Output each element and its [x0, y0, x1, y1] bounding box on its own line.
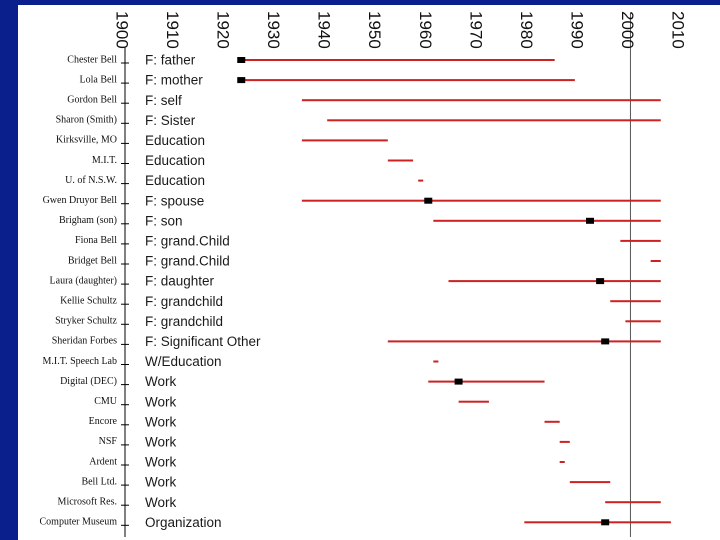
row-name-label: U. of N.S.W. [65, 175, 117, 186]
row-name-label: Ardent [89, 456, 117, 467]
row-name-label: M.I.T. Speech Lab [42, 356, 117, 367]
row-name-label: Microsoft Res. [58, 496, 117, 507]
row-category-label: Education [145, 153, 205, 168]
timeline-bar [650, 260, 661, 262]
row-name-label: Kirksville, MO [56, 135, 117, 146]
row-name-label: Chester Bell [67, 54, 117, 65]
timeline-bar [301, 99, 661, 102]
row-category-label: F: Significant Other [145, 334, 261, 349]
row-category-label: F: grandchild [145, 294, 223, 309]
timeline-bar [605, 501, 661, 504]
timeline-marker [586, 217, 595, 224]
timeline-bar [458, 400, 489, 403]
x-tick-label: 2010 [669, 11, 688, 49]
row-category-label: Work [145, 374, 177, 389]
row-category-label: Work [145, 414, 177, 429]
timeline-bar [559, 440, 570, 443]
row-name-label: Bridget Bell [68, 255, 117, 266]
x-tick-label: 1970 [466, 11, 485, 49]
row-category-label: Work [145, 495, 177, 510]
timeline-bar [433, 360, 439, 363]
bars-layer [237, 57, 671, 526]
row-name-label: Sheridan Forbes [52, 336, 117, 347]
timeline-bar [241, 79, 575, 82]
timeline-bar [610, 300, 661, 303]
x-tick-label: 1990 [567, 11, 586, 49]
x-tick-label: 1910 [163, 11, 182, 49]
timeline-bar [301, 199, 661, 202]
x-tick-label: 1980 [517, 11, 536, 49]
x-tick-label: 1950 [365, 11, 384, 49]
timeline-bar [559, 461, 565, 463]
row-name-label: Bell Ltd. [81, 476, 117, 487]
row-name-label: Brigham (son) [59, 215, 117, 226]
row-category-label: F: mother [145, 73, 203, 88]
row-name-label: Lola Bell [80, 74, 118, 85]
row-name-label: Gordon Bell [67, 94, 117, 105]
timeline-bar [327, 119, 661, 122]
x-tick-label: 2000 [618, 11, 637, 49]
labels-layer: 1900 1910 1920 1930 1940 1950 1960 1970 1980 1990… [40, 11, 688, 530]
timeline-bar [433, 219, 661, 222]
x-tick-label: 1940 [315, 11, 334, 49]
row-name-label: Kellie Schultz [60, 295, 117, 306]
row-category-label: F: daughter [145, 274, 215, 289]
x-tick-label: 1920 [214, 11, 233, 49]
row-name-label: Computer Museum [40, 517, 118, 528]
timeline-bar [387, 159, 414, 162]
timeline-bar [241, 59, 555, 61]
row-category-label: F: son [145, 213, 183, 228]
timeline-marker [601, 519, 610, 526]
row-name-label: NSF [99, 436, 118, 447]
x-tick-label: 1900 [113, 11, 132, 49]
slide: 1900 1910 1920 1930 1940 1950 1960 1970 1980 1990… [18, 5, 720, 540]
timeline-bar [620, 239, 661, 242]
timeline-chart: 1900 1910 1920 1930 1940 1950 1960 1970 1980 1990… [40, 11, 688, 537]
timeline-marker [424, 197, 433, 204]
row-name-label: Gwen Druyor Bell [43, 195, 118, 206]
timeline-bar [544, 420, 560, 423]
row-name-label: CMU [94, 396, 118, 407]
timeline-marker [596, 278, 605, 285]
row-category-label: F: father [145, 53, 196, 68]
timeline-bar [428, 380, 545, 383]
row-category-label: Work [145, 434, 177, 449]
row-category-label: F: grandchild [145, 314, 223, 329]
row-name-label: Digital (DEC) [60, 376, 117, 387]
x-tick-label: 1960 [416, 11, 435, 49]
timeline-bar [625, 320, 661, 323]
row-name-label: Laura (daughter) [50, 275, 117, 286]
row-category-label: Education [145, 133, 205, 148]
row-category-label: F: self [145, 93, 182, 108]
row-name-label: Fiona Bell [75, 235, 117, 246]
timeline-bar [418, 179, 424, 182]
row-category-label: Education [145, 173, 205, 188]
row-category-label: Work [145, 394, 177, 409]
row-name-label: Stryker Schultz [55, 316, 117, 327]
timeline-marker [454, 378, 463, 385]
row-category-label: Organization [145, 515, 222, 530]
timeline-bar [524, 521, 671, 524]
timeline-bar [569, 481, 611, 484]
row-name-label: Sharon (Smith) [56, 115, 117, 126]
timeline-marker [237, 77, 246, 84]
row-category-label: Work [145, 455, 177, 470]
timeline-bar [448, 280, 661, 283]
x-tick-label: 1930 [264, 11, 283, 49]
timeline-marker [601, 338, 610, 345]
row-category-label: F: grand.Child [145, 233, 230, 248]
row-category-label: Work [145, 475, 177, 490]
row-category-label: F: grand.Child [145, 254, 230, 269]
row-name-label: Encore [89, 416, 118, 427]
timeline-bar [387, 340, 661, 343]
timeline-marker [237, 57, 246, 63]
timeline-bar [301, 139, 388, 142]
row-category-label: W/Education [145, 354, 222, 369]
row-name-label: M.I.T. [92, 155, 117, 166]
row-category-label: F: spouse [145, 193, 204, 208]
row-category-label: F: Sister [145, 113, 196, 128]
